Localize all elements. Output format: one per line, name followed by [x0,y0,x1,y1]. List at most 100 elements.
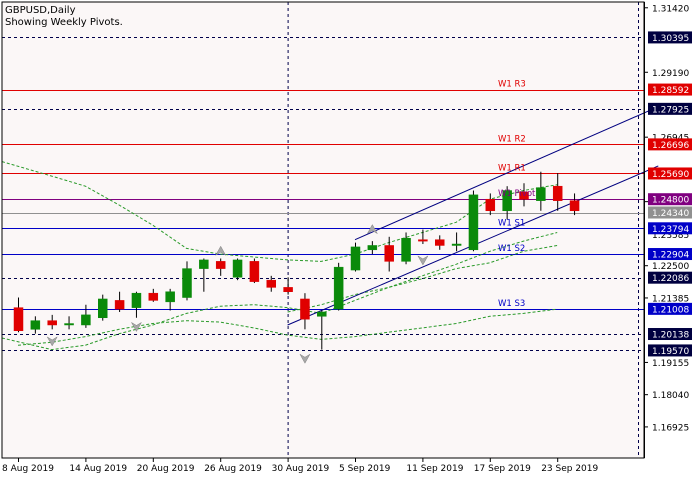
pivot-price-tag-text: 1.24800 [652,196,689,206]
envelope-bottom-line [17,308,558,346]
fractal-down-marker [130,321,143,332]
bear-candle-body [148,292,159,301]
bull-candle-body [451,243,462,246]
pivot-name-label: W1 S2 [498,244,525,254]
bull-candle-body [350,246,361,271]
fractal-down-marker [417,255,429,266]
bear-candle-body [283,287,293,292]
fractal-up-marker [215,245,227,256]
fractal-up-marker [366,224,379,235]
pivot-name-label: W1 S1 [498,218,525,228]
level-price-tag-bg [648,328,692,341]
candle [536,171,546,211]
bull-candle-body [64,323,74,326]
pivot-name-label: W1 R1 [498,163,526,173]
candle [13,297,24,333]
level-price-tag: 1.19570 [648,344,692,357]
pivot-price-tag-text: 1.25690 [652,170,689,180]
envelope-lines [1,161,558,351]
level-price-tag-text: 1.27925 [652,105,689,115]
level-price-tag-bg [648,271,692,284]
bull-candle-body [401,237,411,262]
time-tick-label: 5 Sep 2019 [339,464,391,474]
bear-candle-body [114,300,125,310]
envelope-upper-line [1,161,558,262]
bull-candle-body [165,291,175,303]
fractal-markers [46,224,429,364]
pivot-price-tag: 1.21008 [648,302,692,315]
pivot-price-tag: 1.22904 [648,248,692,261]
pivot-price-tag-bg [648,167,692,180]
bull-candle-body [98,298,108,319]
price-tick-label: 1.21385 [652,294,689,304]
candle [81,304,91,328]
bull-candle-body [468,194,479,251]
candle [435,235,445,250]
level-price-tag-text: 1.19570 [652,347,689,357]
time-tick-label: 20 Aug 2019 [137,464,195,474]
price-tick-label: 1.22500 [652,262,689,272]
level-price-tag-text: 1.20138 [652,331,689,341]
candle [569,193,580,216]
candle [485,193,496,216]
symbol-title: GBPUSD,Daily [5,5,76,16]
candle [64,316,74,330]
candle [249,258,260,284]
price-axis[interactable]: 1.314201.291901.269451.247151.225001.213… [644,2,692,458]
bull-candle-body [232,259,243,278]
price-tick-label: 1.18040 [652,391,689,401]
level-lines [2,37,644,351]
bull-candle-body [131,292,142,308]
time-tick-label: 17 Sep 2019 [474,464,531,474]
candle [451,232,462,252]
time-tick-label: 26 Aug 2019 [204,464,262,474]
pivot-price-tag-bg [648,83,692,96]
level-price-tag: 1.22086 [648,271,692,284]
candle [300,293,310,330]
pivot-price-tag-text: 1.22904 [652,251,689,261]
level-price-tag-bg [648,102,692,115]
channel-upper-line[interactable] [354,106,659,241]
pivot-price-tag: 1.28592 [648,83,692,96]
bull-candle-body [199,259,209,269]
candle [468,190,479,252]
period-separator [287,2,639,458]
bear-candle-body [435,239,445,246]
level-price-tag-text: 1.30395 [652,34,689,44]
candle [30,316,41,334]
pivot-price-tag-text: 1.23794 [652,225,689,235]
candle [283,277,293,295]
candle [333,262,344,311]
pivot-price-tag-text: 1.21008 [652,305,689,315]
indicator-subtitle: Showing Weekly Pivots. [5,17,123,28]
level-price-tag: 1.30395 [648,31,692,44]
level-price-tag-bg [648,344,692,357]
time-tick-label: 8 Aug 2019 [2,464,54,474]
envelope-middle-line [287,245,558,313]
candle [384,236,394,272]
pivot-price-tag-bg [648,302,692,315]
envelope-lower-line [1,232,558,351]
bear-candle-body [519,191,529,200]
time-tick-label: 23 Sep 2019 [541,464,598,474]
bid-price-tag-bg [648,206,692,219]
candles [13,171,580,350]
bull-candle-body [333,266,344,310]
candle [131,291,142,318]
candle [418,229,428,245]
bear-candle-body [266,279,276,288]
pivot-price-tag: 1.25690 [648,167,692,180]
candle [317,310,327,350]
price-tick-label: 1.31420 [652,4,689,14]
pivot-price-tag: 1.24800 [648,193,692,206]
pivot-price-tag-text: 1.28592 [652,86,689,96]
price-tick-label: 1.16925 [652,423,689,433]
bear-candle-body [249,261,260,282]
time-tick-label: 14 Aug 2019 [69,464,127,474]
candle [502,186,512,220]
time-axis[interactable]: 8 Aug 2019 14 Aug 2019 20 Aug 2019 26 Aug 2… [2,458,599,474]
candle [182,261,192,301]
pivot-name-label: W1 R2 [498,134,526,144]
